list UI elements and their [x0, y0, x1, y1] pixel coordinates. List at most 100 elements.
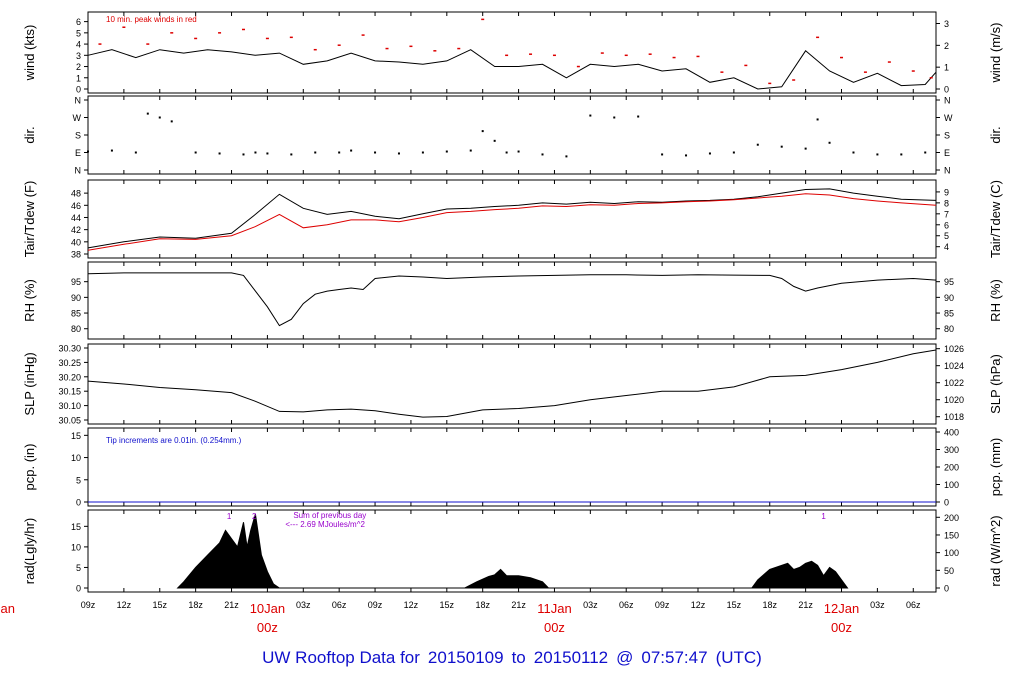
ylabel-left-3: RH (%) — [22, 279, 37, 322]
xtick-day-label-21: 12Jan — [824, 601, 859, 616]
peak-wind-mark-0 — [98, 43, 102, 45]
ytick-label-right-3-2: 90 — [944, 293, 954, 303]
xtick-label-19: 18z — [762, 600, 777, 610]
dir-point-20 — [481, 130, 484, 133]
ytick-label-left-5-0: 0 — [76, 498, 81, 508]
dir-point-6 — [194, 151, 197, 154]
dir-point-14 — [350, 149, 353, 152]
dir-point-5 — [170, 120, 173, 123]
ytick-label-right-0-1: 1 — [944, 63, 949, 73]
xtick-label-16: 09z — [655, 600, 670, 610]
left-cut-day-label: Jan — [0, 601, 15, 616]
ytick-label-right-0-0: 0 — [944, 85, 949, 95]
series-line-wind — [87, 49, 937, 90]
panel-frame-0 — [87, 11, 937, 94]
xtick-label-9: 12z — [404, 600, 419, 610]
ytick-label-right-4-0: 1018 — [944, 412, 964, 422]
ytick-label-right-4-3: 1024 — [944, 361, 964, 371]
ytick-label-right-1-3: W — [944, 113, 953, 123]
ytick-label-left-3-1: 85 — [71, 309, 81, 319]
ytick-label-right-6-2: 100 — [944, 548, 959, 558]
dir-point-17 — [421, 151, 424, 154]
peak-wind-mark-2 — [146, 43, 150, 45]
peak-wind-mark-19 — [552, 54, 556, 57]
dir-point-32 — [732, 151, 735, 154]
peak-wind-mark-20 — [576, 65, 580, 68]
peak-wind-mark-5 — [218, 32, 222, 34]
peak-wind-mark-7 — [265, 37, 269, 40]
ytick-label-right-2-0: 4 — [944, 242, 949, 252]
xtick-label-15: 06z — [619, 600, 634, 610]
ytick-label-right-2-1: 5 — [944, 231, 949, 241]
peak-wind-mark-10 — [337, 44, 341, 46]
footer-end-date: 20150112 — [533, 648, 609, 667]
peak-wind-mark-11 — [361, 34, 365, 36]
ytick-label-left-6-2: 10 — [71, 542, 81, 552]
ytick-label-left-1-2: S — [75, 131, 81, 141]
ytick-label-right-2-5: 9 — [944, 187, 949, 197]
ytick-label-left-2-1: 40 — [71, 237, 81, 247]
footer-at: @ — [616, 648, 634, 667]
ytick-label-left-0-4: 4 — [76, 40, 81, 50]
ytick-label-left-4-5: 30.30 — [58, 344, 81, 354]
ytick-label-right-6-3: 150 — [944, 530, 959, 540]
ytick-label-left-1-1: E — [75, 148, 81, 158]
ytick-label-left-1-4: N — [75, 96, 82, 106]
dir-point-35 — [804, 147, 807, 150]
ytick-label-left-0-3: 3 — [76, 51, 81, 61]
peak-wind-mark-3 — [170, 32, 174, 34]
ytick-label-left-2-5: 48 — [71, 189, 81, 199]
annotation-0: 10 min. peak winds in red — [106, 15, 197, 24]
dir-point-15 — [374, 151, 377, 154]
peak-wind-mark-28 — [768, 82, 772, 85]
xtick-label-3: 18z — [188, 600, 203, 610]
peak-wind-mark-15 — [457, 47, 461, 50]
dir-point-34 — [780, 145, 783, 148]
xtick-label-17: 12z — [691, 600, 706, 610]
ytick-label-right-5-3: 300 — [944, 445, 959, 455]
ylabel-right-2: Tair/Tdew (C) — [988, 180, 1003, 258]
panel-frame-3 — [87, 261, 937, 340]
xtick-label-20: 21z — [798, 600, 813, 610]
peak-wind-mark-27 — [744, 64, 748, 67]
series-line-RH — [87, 272, 937, 327]
ytick-label-left-0-5: 5 — [76, 28, 81, 38]
radiation-area — [176, 513, 849, 589]
ytick-label-right-2-2: 6 — [944, 220, 949, 230]
ytick-label-right-1-0: N — [944, 166, 951, 176]
xtick-label-18: 15z — [727, 600, 742, 610]
peak-wind-mark-16 — [481, 18, 485, 21]
ytick-label-right-5-2: 200 — [944, 463, 959, 473]
ytick-label-left-2-0: 38 — [71, 250, 81, 260]
dir-point-29 — [661, 153, 664, 156]
footer-prefix: UW Rooftop Data for — [262, 648, 420, 667]
ytick-label-left-4-1: 30.10 — [58, 401, 81, 411]
dir-point-8 — [242, 153, 245, 156]
dir-point-33 — [756, 143, 759, 146]
peak-wind-mark-18 — [529, 53, 533, 55]
ylabel-right-0: wind (m/s) — [988, 23, 1003, 84]
xtick-label-8: 09z — [368, 600, 383, 610]
dir-point-26 — [589, 114, 592, 117]
dir-point-37 — [828, 141, 831, 144]
ytick-label-right-2-4: 8 — [944, 198, 949, 208]
ytick-label-right-4-2: 1022 — [944, 378, 964, 388]
xtick-day-sub-5: 00z — [257, 620, 278, 635]
peak-wind-mark-8 — [289, 36, 293, 39]
ytick-label-left-6-1: 5 — [76, 563, 81, 573]
ytick-label-right-1-4: N — [944, 96, 951, 106]
xtick-label-2: 15z — [153, 600, 168, 610]
xtick-day-label-5: 10Jan — [250, 601, 285, 616]
dir-point-11 — [290, 153, 293, 156]
ytick-label-left-3-2: 90 — [71, 293, 81, 303]
peak-wind-mark-9 — [313, 48, 317, 51]
dir-point-10 — [266, 152, 269, 155]
series-line-Tdew — [87, 193, 937, 251]
day-marker-2: 1 — [821, 512, 826, 521]
xtick-day-sub-21: 00z — [831, 620, 852, 635]
ylabel-left-6: rad(Lgly/hr) — [22, 518, 37, 584]
ylabel-left-2: Tair/Tdew (F) — [22, 181, 37, 258]
ylabel-left-4: SLP (inHg) — [22, 352, 37, 415]
dir-point-36 — [816, 118, 819, 121]
